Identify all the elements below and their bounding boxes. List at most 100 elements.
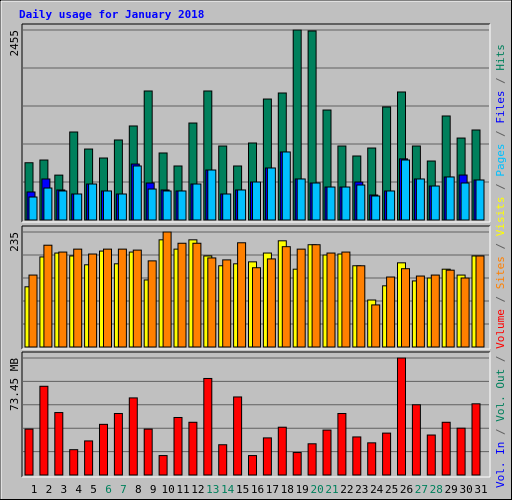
bar — [460, 182, 470, 221]
legend: Vol. In / Vol. Out / Volume / Sites / Vi… — [494, 44, 507, 488]
legend-entry: Hits — [494, 44, 507, 71]
bar — [311, 182, 321, 221]
bar — [233, 396, 243, 476]
bar — [203, 377, 213, 476]
bar — [415, 178, 425, 221]
bar — [54, 412, 64, 476]
bar — [311, 244, 321, 348]
bar — [162, 231, 172, 348]
bar — [266, 167, 276, 221]
legend-separator: / — [494, 124, 507, 144]
x-tick-label: 23 — [355, 483, 368, 496]
bar — [237, 242, 247, 348]
x-tick-label: 9 — [150, 483, 157, 496]
bar — [117, 248, 127, 348]
bar — [326, 252, 336, 348]
legend-entry: Volume — [494, 309, 507, 349]
bar — [445, 269, 455, 348]
x-tick-label: 29 — [445, 483, 458, 496]
x-tick-label: 19 — [296, 483, 309, 496]
y-tick-label: 235 — [8, 232, 21, 252]
x-tick-label: 13 — [206, 483, 219, 496]
x-tick-label: 3 — [60, 483, 67, 496]
bar — [460, 277, 470, 348]
bar — [173, 416, 183, 476]
bar — [237, 189, 247, 221]
bar — [326, 186, 336, 221]
bar — [39, 385, 49, 476]
bar — [356, 265, 366, 348]
bar — [337, 413, 347, 476]
bar — [281, 151, 291, 221]
bar — [117, 193, 127, 221]
x-tick-label: 24 — [370, 483, 384, 496]
x-tick-label: 30 — [459, 483, 472, 496]
bar — [88, 183, 98, 221]
bar — [69, 449, 79, 476]
bar — [43, 187, 53, 221]
bar — [426, 434, 436, 476]
bar — [266, 258, 276, 348]
bar — [192, 242, 202, 348]
bar — [84, 440, 94, 476]
bar — [371, 304, 381, 348]
x-tick-label: 4 — [75, 483, 82, 496]
bar — [177, 242, 187, 348]
bar — [352, 436, 362, 476]
bar — [147, 260, 157, 348]
bar — [58, 190, 68, 221]
bar — [99, 423, 108, 476]
bar — [128, 397, 138, 476]
bar — [415, 275, 425, 348]
x-tick-label: 21 — [325, 483, 338, 496]
x-tick-label: 7 — [120, 483, 127, 496]
x-tick-label: 31 — [474, 483, 487, 496]
x-tick-label: 18 — [281, 483, 294, 496]
bar — [456, 427, 466, 476]
bar — [441, 421, 451, 476]
x-tick-label: 17 — [266, 483, 279, 496]
bar — [430, 274, 440, 348]
x-tick-label: 14 — [221, 483, 235, 496]
bar — [445, 176, 455, 221]
legend-entry: Visits — [494, 197, 507, 237]
bar — [28, 196, 38, 221]
legend-entry: Vol. In — [494, 442, 507, 488]
bar — [386, 190, 396, 221]
bar — [207, 257, 217, 348]
x-tick-label: 5 — [90, 483, 97, 496]
bar — [411, 404, 421, 476]
bar — [371, 195, 381, 221]
bar — [222, 193, 232, 221]
x-tick-label: 8 — [135, 483, 142, 496]
bar — [43, 244, 53, 348]
bar — [73, 193, 83, 221]
bar — [252, 267, 261, 348]
legend-separator: / — [494, 289, 507, 309]
bar — [192, 183, 202, 221]
x-tick-label: 11 — [176, 483, 189, 496]
chart-title: Daily usage for January 2018 — [19, 8, 204, 21]
bar — [430, 185, 440, 221]
bar — [475, 255, 485, 348]
bar — [401, 159, 410, 221]
bar — [113, 413, 123, 476]
x-tick-label: 1 — [31, 483, 38, 496]
bar — [386, 276, 396, 348]
legend-separator: / — [494, 177, 507, 197]
bar — [356, 184, 366, 221]
bar — [188, 421, 198, 476]
y-tick-label: 73.45 MB — [8, 358, 21, 411]
bar — [296, 248, 306, 348]
bar — [262, 437, 272, 476]
bar — [222, 259, 232, 348]
bar — [382, 432, 392, 476]
bar — [248, 455, 257, 476]
bar — [322, 429, 332, 476]
legend-separator: / — [494, 71, 507, 91]
bar — [58, 251, 68, 348]
bar — [207, 169, 217, 221]
x-tick-label: 2 — [46, 483, 53, 496]
legend-separator: / — [494, 236, 507, 256]
